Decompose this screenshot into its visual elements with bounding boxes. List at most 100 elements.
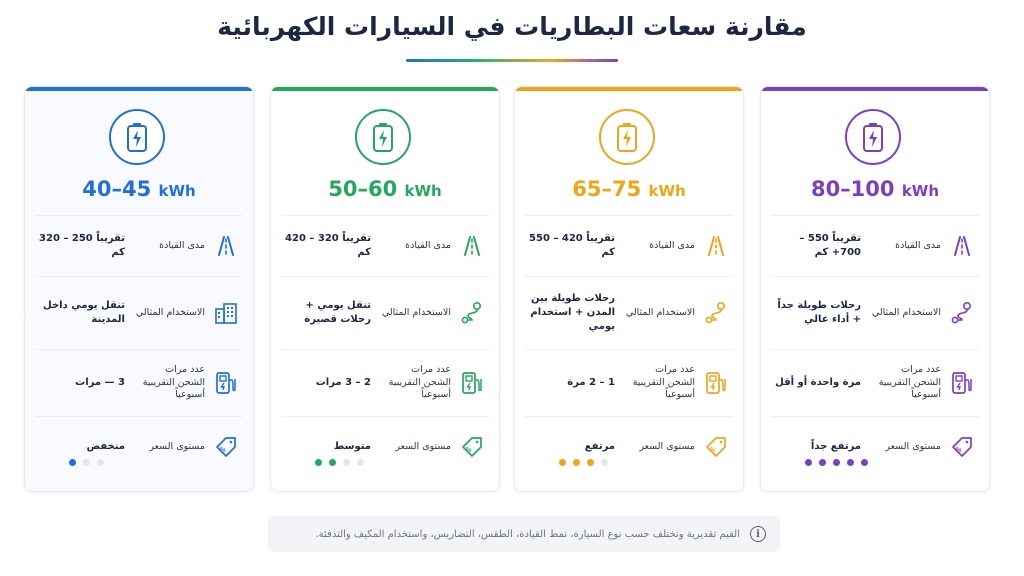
price-dot-empty — [601, 459, 608, 466]
price-dot-filled — [573, 459, 580, 466]
capacity-number: 65–75 — [572, 177, 642, 201]
note-text: القيم تقديرية وتختلف حسب نوع السيارة، نم… — [315, 528, 740, 540]
price-dot-filled — [861, 459, 868, 466]
card-top-accent — [515, 87, 743, 91]
charges-value: 3 — مرات — [75, 377, 125, 388]
capacity-value: 40–45 kWh — [25, 177, 253, 201]
charges-row: عدد مرات الشحن التقريبية أسبوعياً مرة وا… — [771, 349, 979, 416]
range-row: مدى القيادة تقريباً 420 – 550 كم — [525, 215, 733, 276]
price-tag-icon: $ — [945, 435, 979, 459]
spec-rows: مدى القيادة تقريباً 420 – 550 كم الاستخد… — [525, 215, 733, 477]
battery-icon — [109, 109, 165, 165]
charges-value: 1 – 2 مرة — [567, 377, 615, 388]
price-tag-icon: $ — [209, 435, 243, 459]
battery-icon — [599, 109, 655, 165]
price-label: مستوى السعر — [395, 440, 451, 452]
svg-text:$: $ — [708, 444, 718, 454]
road-icon — [699, 236, 733, 256]
price-tag-icon: $ — [455, 435, 489, 459]
price-dot-filled — [587, 459, 594, 466]
range-value: تقريباً 550 – 700+ كم — [799, 233, 861, 258]
usage-value: تنقل يومي + رحلات قصيرة — [304, 300, 371, 325]
charges-label: عدد مرات الشحن التقريبية أسبوعياً — [142, 363, 205, 401]
price-value: مرتفع — [584, 441, 615, 452]
range-row: مدى القيادة تقريباً 320 – 420 كم — [281, 215, 489, 276]
capacity-value: 50–60 kWh — [271, 177, 499, 201]
capacity-value: 65–75 kWh — [515, 177, 743, 201]
charges-label: عدد مرات الشحن التقريبية أسبوعياً — [632, 363, 695, 401]
range-label: مدى القيادة — [649, 239, 695, 251]
price-row: $ مستوى السعر متوسط — [281, 416, 489, 477]
card-top-accent — [761, 87, 989, 91]
battery-card: 40–45 kWh مدى القيادة تقريباً 250 – 320 … — [24, 86, 254, 492]
price-dot-filled — [847, 459, 854, 466]
price-dot-empty — [97, 459, 104, 466]
charges-row: عدد مرات الشحن التقريبية أسبوعياً 3 — مر… — [35, 349, 243, 416]
usage-value: تنقل يومي داخل المدينة — [43, 300, 125, 325]
range-value: تقريباً 420 – 550 كم — [529, 233, 615, 258]
price-dot-filled — [329, 459, 336, 466]
road-icon — [945, 236, 979, 256]
price-dot-filled — [805, 459, 812, 466]
spec-rows: مدى القيادة تقريباً 320 – 420 كم الاستخد… — [281, 215, 489, 477]
capacity-value: 80–100 kWh — [761, 177, 989, 201]
charges-row: عدد مرات الشحن التقريبية أسبوعياً 2 – 3 … — [281, 349, 489, 416]
price-dot-filled — [69, 459, 76, 466]
price-dot-empty — [83, 459, 90, 466]
capacity-unit: kWh — [901, 182, 940, 200]
battery-card: 65–75 kWh مدى القيادة تقريباً 420 – 550 … — [514, 86, 744, 492]
road-icon — [209, 236, 243, 256]
battery-icon — [845, 109, 901, 165]
usage-value: رحلات طويلة جداً + أداء عالي — [777, 300, 861, 325]
charges-row: عدد مرات الشحن التقريبية أسبوعياً 1 – 2 … — [525, 349, 733, 416]
svg-text:$: $ — [954, 444, 964, 454]
capacity-number: 40–45 — [82, 177, 152, 201]
card-top-accent — [271, 87, 499, 91]
charges-value: مرة واحدة أو أقل — [775, 377, 861, 388]
usage-label: الاستخدام المثالي — [381, 306, 451, 318]
charger-icon — [699, 371, 733, 395]
usage-value: رحلات طويلة بين المدن + استخدام يومي — [530, 293, 615, 332]
note-box: i القيم تقديرية وتختلف حسب نوع السيارة، … — [268, 516, 780, 552]
usage-label: الاستخدام المثالي — [625, 306, 695, 318]
range-row: مدى القيادة تقريباً 550 – 700+ كم — [771, 215, 979, 276]
price-dot-empty — [343, 459, 350, 466]
title-underline — [406, 59, 618, 62]
price-row: $ مستوى السعر مرتفع جداً — [771, 416, 979, 477]
route-icon — [455, 301, 489, 325]
spec-rows: مدى القيادة تقريباً 250 – 320 كم الاستخد… — [35, 215, 243, 477]
price-dot-filled — [819, 459, 826, 466]
range-value: تقريباً 320 – 420 كم — [285, 233, 371, 258]
price-value: منخفض — [86, 441, 125, 452]
battery-card: 50–60 kWh مدى القيادة تقريباً 320 – 420 … — [270, 86, 500, 492]
price-dot-filled — [833, 459, 840, 466]
charger-icon — [945, 371, 979, 395]
svg-text:$: $ — [218, 444, 228, 454]
battery-icon — [355, 109, 411, 165]
price-label: مستوى السعر — [885, 440, 941, 452]
range-label: مدى القيادة — [159, 239, 205, 251]
range-label: مدى القيادة — [895, 239, 941, 251]
usage-row: الاستخدام المثالي رحلات طويلة بين المدن … — [525, 276, 733, 349]
building-icon — [209, 301, 243, 325]
card-top-accent — [25, 87, 253, 91]
road-icon — [455, 236, 489, 256]
price-dot-filled — [315, 459, 322, 466]
price-label: مستوى السعر — [149, 440, 205, 452]
charges-label: عدد مرات الشحن التقريبية أسبوعياً — [388, 363, 451, 401]
capacity-number: 80–100 — [810, 177, 895, 201]
route-icon — [699, 301, 733, 325]
svg-text:$: $ — [464, 444, 474, 454]
price-label: مستوى السعر — [639, 440, 695, 452]
capacity-number: 50–60 — [328, 177, 398, 201]
usage-label: الاستخدام المثالي — [871, 306, 941, 318]
price-value: متوسط — [333, 441, 371, 452]
price-tag-icon: $ — [699, 435, 733, 459]
price-value: مرتفع جداً — [810, 441, 861, 452]
usage-row: الاستخدام المثالي تنقل يومي داخل المدينة — [35, 276, 243, 349]
charges-label: عدد مرات الشحن التقريبية أسبوعياً — [878, 363, 941, 401]
route-icon — [945, 301, 979, 325]
info-icon: i — [750, 526, 766, 542]
usage-row: الاستخدام المثالي رحلات طويلة جداً + أدا… — [771, 276, 979, 349]
charger-icon — [455, 371, 489, 395]
